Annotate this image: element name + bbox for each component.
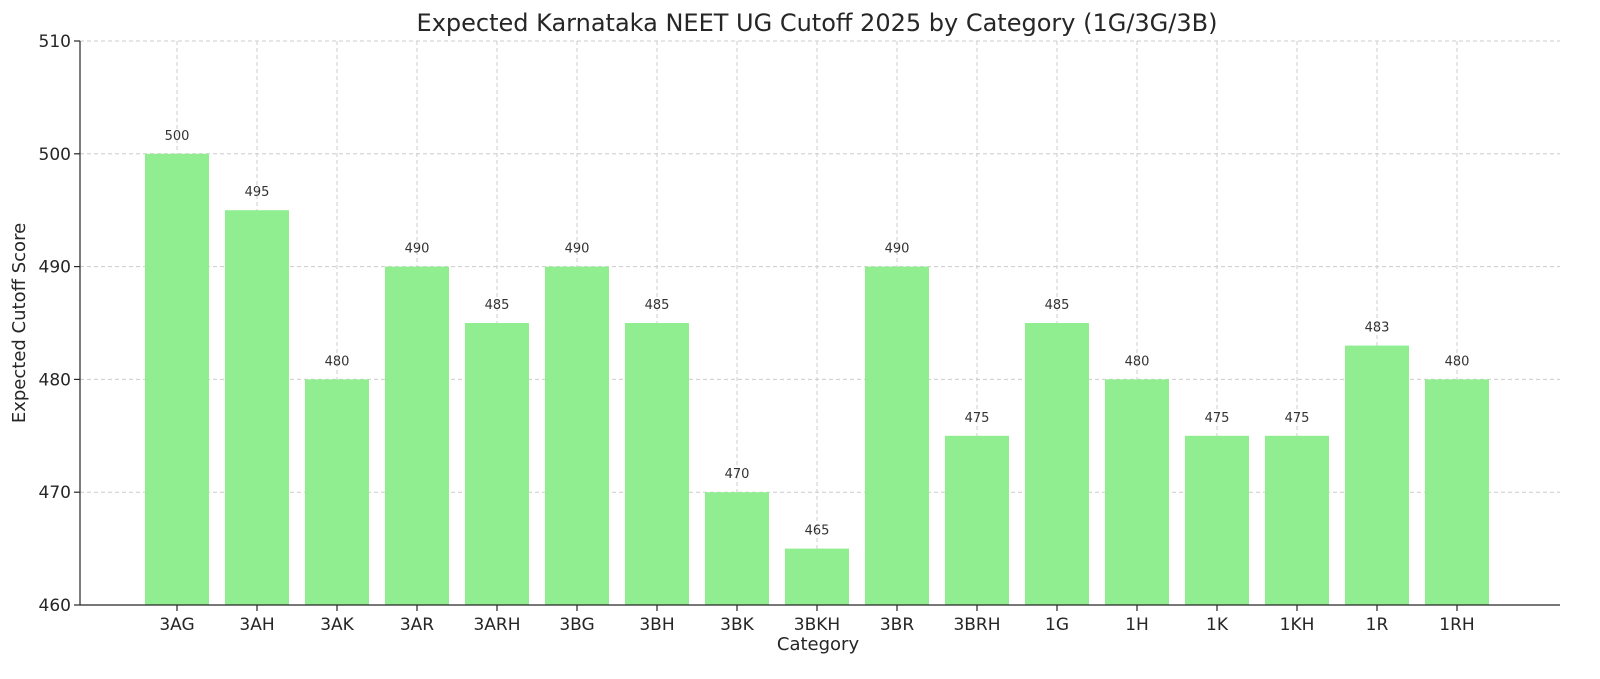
data-label: 475 xyxy=(1285,411,1310,426)
data-label: 485 xyxy=(485,298,510,313)
bar-3ar xyxy=(385,266,449,605)
chart-title: Expected Karnataka NEET UG Cutoff 2025 b… xyxy=(417,9,1218,37)
data-label: 495 xyxy=(245,185,270,200)
data-label: 490 xyxy=(885,242,910,257)
x-tick-label: 3BH xyxy=(639,615,674,635)
bar-3br xyxy=(865,266,929,605)
axes xyxy=(79,41,1560,606)
grid xyxy=(80,40,1560,606)
data-label: 475 xyxy=(1205,411,1230,426)
y-ticks: 460 470 480 490 500 510 xyxy=(39,32,80,616)
x-tick-label: 3BKH xyxy=(794,615,840,635)
x-tick-label: 3AR xyxy=(400,615,434,635)
bar-3ak xyxy=(305,379,369,605)
x-tick-label: 3BG xyxy=(559,615,594,635)
data-label: 470 xyxy=(725,467,750,482)
bar-3bh xyxy=(625,323,689,605)
bar-3bk xyxy=(705,492,769,605)
data-label: 480 xyxy=(1125,354,1150,369)
bar-3ag xyxy=(145,153,209,606)
x-tick-label: 3AK xyxy=(320,615,354,635)
data-label: 485 xyxy=(1045,298,1070,313)
data-labels: 500 495 480 490 485 490 485 470 465 490 475 485 480 4… xyxy=(165,129,1470,539)
y-tick-label: 460 xyxy=(39,596,71,616)
x-tick-label: 3AH xyxy=(239,615,274,635)
bar-1kh xyxy=(1265,435,1329,605)
data-label: 483 xyxy=(1365,321,1390,336)
bar-3bg xyxy=(545,266,609,605)
data-label: 490 xyxy=(565,242,590,257)
bar-3brh xyxy=(945,435,1009,605)
bar-1r xyxy=(1345,345,1409,605)
x-tick-label: 3AG xyxy=(159,615,194,635)
data-label: 485 xyxy=(645,298,670,313)
x-tick-label: 3BK xyxy=(720,615,754,635)
bar-3ah xyxy=(225,210,289,605)
x-tick-label: 1K xyxy=(1206,615,1229,635)
x-tick-label: 3BR xyxy=(880,615,914,635)
x-tick-label: 1RH xyxy=(1439,615,1474,635)
x-tick-label: 1G xyxy=(1045,615,1069,635)
bar-3bkh xyxy=(785,548,849,605)
bars xyxy=(145,153,1489,606)
bar-1h xyxy=(1105,379,1169,605)
data-label: 475 xyxy=(965,411,990,426)
x-tick-label: 1R xyxy=(1366,615,1389,635)
y-tick-label: 480 xyxy=(39,370,71,390)
bar-3arh xyxy=(465,323,529,605)
x-tick-label: 1KH xyxy=(1280,615,1315,635)
x-tick-label: 3ARH xyxy=(473,615,520,635)
x-tick-label: 3BRH xyxy=(953,615,1000,635)
x-ticks: 3AG 3AH 3AK 3AR 3ARH 3BG 3BH 3BK 3BKH 3BR 3BRH 1G 1H… xyxy=(159,605,1475,635)
data-label: 500 xyxy=(165,129,190,144)
y-tick-label: 510 xyxy=(39,32,71,52)
data-label: 480 xyxy=(325,354,350,369)
y-tick-label: 490 xyxy=(39,258,71,278)
y-tick-label: 500 xyxy=(39,145,71,165)
data-label: 480 xyxy=(1445,354,1470,369)
x-axis-label: Category xyxy=(777,634,860,655)
bar-1k xyxy=(1185,435,1249,605)
bar-1rh xyxy=(1425,379,1489,605)
data-label: 490 xyxy=(405,242,430,257)
data-label: 465 xyxy=(805,524,830,539)
y-axis-label: Expected Cutoff Score xyxy=(9,223,30,423)
y-tick-label: 470 xyxy=(39,483,71,503)
bar-1g xyxy=(1025,323,1089,605)
x-tick-label: 1H xyxy=(1125,615,1149,635)
